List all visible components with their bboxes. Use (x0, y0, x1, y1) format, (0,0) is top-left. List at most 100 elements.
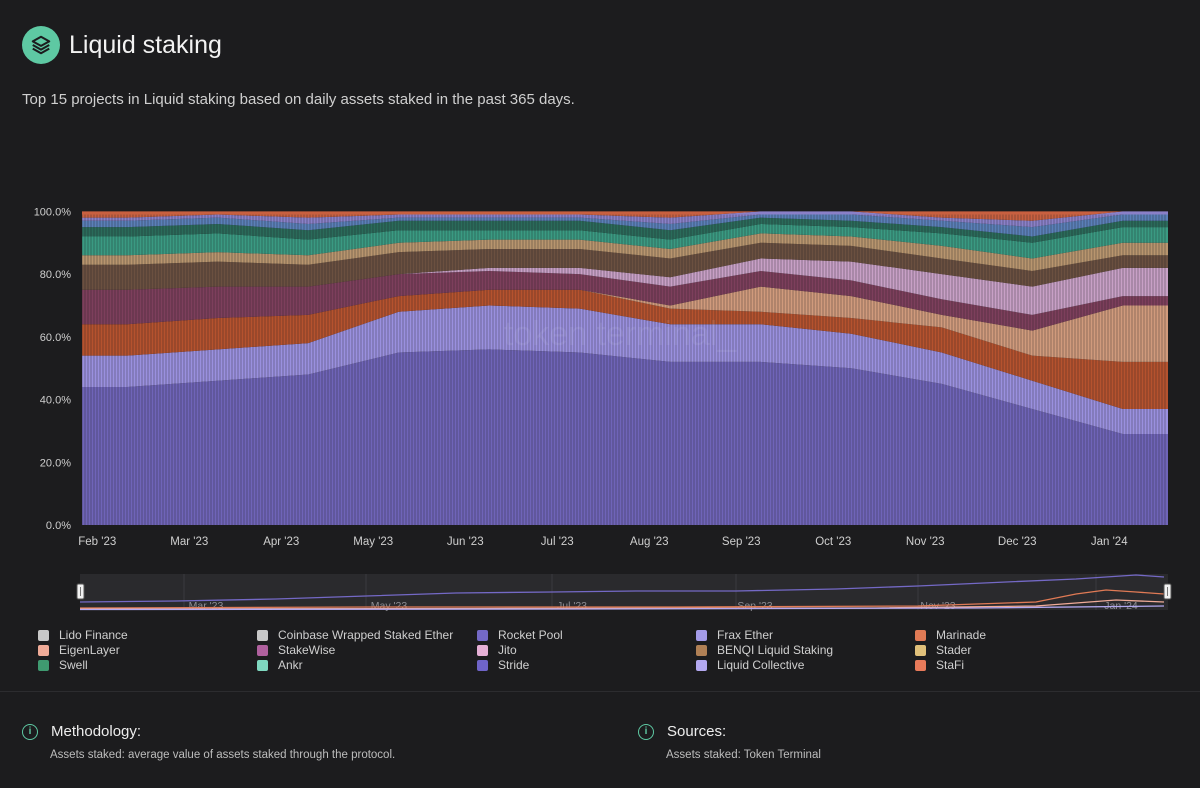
divider (0, 691, 1200, 692)
area-lido-finance[interactable] (82, 349, 1168, 525)
legend-swatch (257, 644, 268, 656)
legend-item-liquid-collective[interactable]: Liquid Collective (696, 658, 804, 672)
area-eigenlayer[interactable] (82, 258, 1168, 315)
legend-label: Jito (498, 643, 517, 657)
legend-swatch (915, 629, 926, 641)
y-tick-label: 20.0% (40, 457, 71, 469)
legend-swatch (696, 629, 707, 641)
info-icon[interactable]: i (22, 723, 38, 740)
area-rocket-pool[interactable] (82, 289, 1168, 409)
info-icon[interactable]: i (638, 723, 654, 740)
y-tick-label: 100.0% (34, 206, 72, 218)
area-stride[interactable] (82, 223, 1168, 259)
methodology-label: Methodology: (51, 723, 142, 740)
area-jito[interactable] (82, 233, 1168, 271)
legend-swatch (915, 644, 926, 656)
legend-swatch (257, 629, 268, 641)
legend-label: StakeWise (278, 643, 336, 657)
legend-item-swell[interactable]: Swell (38, 658, 88, 672)
watermark: token terminal_ (504, 315, 738, 353)
navigator-label: Nov '23 (920, 600, 955, 612)
legend-label: Lido Finance (59, 628, 128, 642)
sources-label: Sources: (667, 723, 727, 740)
x-tick-label: Jan '24 (1091, 536, 1128, 548)
legend-label: EigenLayer (59, 643, 120, 657)
navigator-series (79, 605, 1165, 611)
legend-item-eigenlayer[interactable]: EigenLayer (38, 643, 120, 657)
legend-item-benqi-liquid-staking[interactable]: BENQI Liquid Staking (696, 643, 833, 657)
legend-label: Stride (498, 658, 530, 672)
methodology-section: i Methodology: Assets staked: average va… (22, 723, 395, 761)
stacked-area-chart[interactable]: 0.0% 20.0% 40.0% 60.0% 80.0% 100.0% token term… (0, 185, 1200, 555)
page-title: Liquid staking (69, 30, 222, 59)
legend-swatch (38, 659, 49, 671)
area-liquid-collective[interactable] (82, 211, 1168, 228)
x-tick-label: Nov '23 (906, 536, 945, 548)
area-marinade[interactable] (82, 270, 1168, 331)
legend-label: Frax Ether (717, 628, 774, 642)
legend-item-rocket-pool[interactable]: Rocket Pool (477, 628, 563, 642)
legend-swatch (477, 644, 488, 656)
legend-item-stakewise[interactable]: StakeWise (257, 643, 335, 657)
legend-item-marinade[interactable]: Marinade (915, 628, 986, 642)
legend-item-ankr[interactable]: Ankr (257, 658, 303, 672)
range-navigator[interactable]: Mar '23 May '23 Jul '23 Sep '23 Nov '23 Jan '… (76, 572, 1176, 614)
page-header: Liquid staking (22, 26, 222, 64)
area-benqi-liquid-staking[interactable] (82, 217, 1168, 243)
legend-label: Coinbase Wrapped Staked Ether (278, 628, 454, 642)
area-stader[interactable] (82, 214, 1168, 237)
legend-swatch (915, 659, 926, 671)
navigator-series (79, 589, 1165, 609)
y-tick-label: 0.0% (46, 520, 71, 532)
sources-text: Assets staked: Token Terminal (666, 749, 821, 761)
legend-item-lido-finance[interactable]: Lido Finance (38, 628, 128, 642)
legend-label: Swell (59, 658, 88, 672)
x-tick-label: Apr '23 (263, 536, 299, 548)
legend-label: Marinade (936, 628, 987, 642)
legend-label: Ankr (278, 658, 303, 672)
y-tick-label: 40.0% (40, 395, 71, 407)
methodology-text: Assets staked: average value of assets s… (50, 749, 396, 761)
x-tick-label: Feb '23 (78, 536, 116, 548)
legend-label: BENQI Liquid Staking (717, 643, 834, 657)
legend-swatch (477, 659, 488, 671)
bar-stripes (81, 214, 1166, 525)
y-tick-label: 60.0% (40, 332, 71, 344)
y-tick-label: 80.0% (40, 269, 71, 281)
legend-label: Rocket Pool (498, 628, 563, 642)
navigator-label: Jul '23 (557, 600, 587, 612)
sources-section: i Sources: Assets staked: Token Terminal (638, 723, 821, 761)
legend-swatch (38, 629, 49, 641)
legend-swatch (38, 644, 49, 656)
legend-label: StaFi (936, 658, 965, 672)
legend-item-stader[interactable]: Stader (915, 643, 971, 657)
legend-item-coinbase-wrapped-staked-ether[interactable]: Coinbase Wrapped Staked Ether (257, 628, 453, 642)
legend-item-frax-ether[interactable]: Frax Ether (696, 628, 773, 642)
x-tick-label: May '23 (353, 536, 393, 548)
x-tick-label: Jul '23 (541, 536, 574, 548)
layers-icon (22, 26, 60, 64)
x-tick-label: Mar '23 (170, 536, 208, 548)
legend-item-stafi[interactable]: StaFi (915, 658, 964, 672)
x-tick-label: Dec '23 (998, 536, 1037, 548)
area-stakewise[interactable] (82, 242, 1168, 290)
area-frax-ether[interactable] (82, 286, 1168, 362)
x-tick-label: Oct '23 (815, 536, 851, 548)
page-subtitle: Top 15 projects in Liquid staking based … (22, 91, 575, 108)
legend-label: Stader (936, 643, 972, 657)
legend-label: Liquid Collective (717, 658, 805, 672)
legend-swatch (257, 659, 268, 671)
area-series-group (82, 211, 1168, 525)
legend-swatch (696, 644, 707, 656)
legend-swatch (696, 659, 707, 671)
x-tick-label: Sep '23 (722, 536, 761, 548)
navigator-label: May '23 (371, 600, 408, 612)
area-coinbase-wrapped-staked-ether[interactable] (82, 305, 1168, 435)
x-tick-label: Jun '23 (447, 536, 484, 548)
x-tick-label: Aug '23 (630, 536, 669, 548)
legend-item-stride[interactable]: Stride (477, 658, 529, 672)
navigator-label: Mar '23 (189, 600, 224, 612)
navigator-track[interactable] (80, 574, 1168, 610)
legend-item-jito[interactable]: Jito (477, 643, 517, 657)
navigator-series (79, 574, 1165, 603)
